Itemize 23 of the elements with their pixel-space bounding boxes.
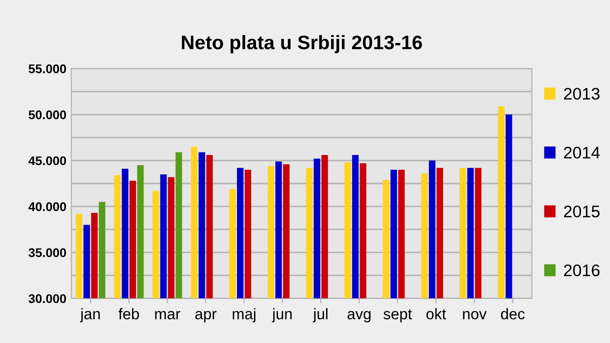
- x-tick-label: jun: [272, 308, 292, 322]
- y-tick-label: 50.000: [28, 110, 66, 120]
- x-tick-label: sept: [384, 309, 412, 322]
- y-tick-label: 45.000: [28, 156, 66, 166]
- legend-label: 2016: [564, 264, 600, 276]
- x-tick-label: mar: [155, 310, 180, 320]
- y-tick-label: 55.000: [28, 64, 66, 74]
- y-tick-label: 30.000: [28, 294, 66, 304]
- chart-title: Neto plata u Srbiji 2013-16: [182, 35, 422, 54]
- legend-label: 2014: [564, 146, 600, 159]
- x-tick-label: avg: [348, 310, 371, 322]
- x-tick-label: jan: [80, 308, 100, 322]
- y-tick-label: 35.000: [28, 248, 66, 258]
- x-tick-label: okt: [426, 308, 446, 320]
- x-tick-label: jul: [312, 308, 328, 322]
- x-tick-label: dec: [501, 308, 525, 320]
- x-tick-label: nov: [463, 310, 487, 320]
- y-tick-label: 40.000: [28, 202, 66, 212]
- x-tick-label: maj: [232, 308, 256, 322]
- legend-label: 2013: [564, 88, 600, 100]
- legend-label: 2015: [564, 206, 600, 218]
- x-tick-label: apr: [195, 310, 216, 322]
- x-tick-label: feb: [118, 308, 139, 320]
